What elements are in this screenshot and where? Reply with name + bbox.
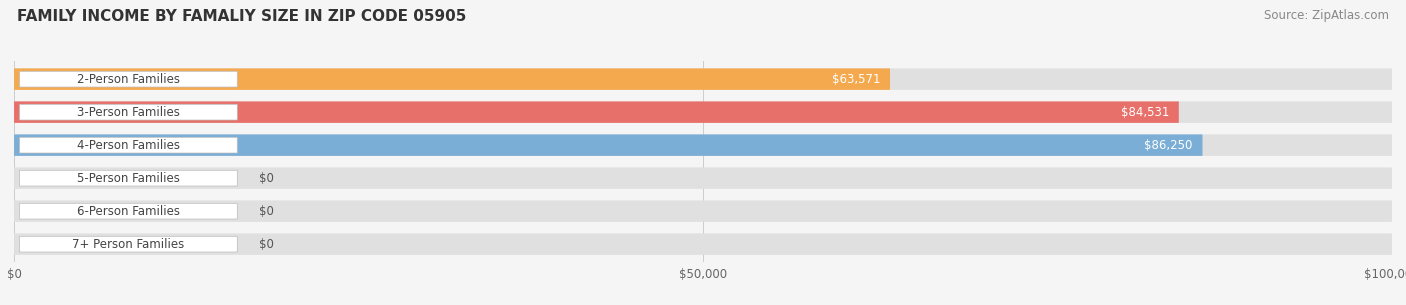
FancyBboxPatch shape	[14, 68, 1392, 90]
Text: $63,571: $63,571	[832, 73, 880, 86]
Text: FAMILY INCOME BY FAMALIY SIZE IN ZIP CODE 05905: FAMILY INCOME BY FAMALIY SIZE IN ZIP COD…	[17, 9, 467, 24]
FancyBboxPatch shape	[20, 137, 238, 153]
Text: 7+ Person Families: 7+ Person Families	[72, 238, 184, 251]
Text: 3-Person Families: 3-Person Families	[77, 106, 180, 119]
FancyBboxPatch shape	[14, 102, 1178, 123]
Text: 6-Person Families: 6-Person Families	[77, 205, 180, 218]
FancyBboxPatch shape	[14, 200, 1392, 222]
Text: $0: $0	[259, 238, 274, 251]
Text: 5-Person Families: 5-Person Families	[77, 172, 180, 185]
FancyBboxPatch shape	[20, 71, 238, 87]
Text: Source: ZipAtlas.com: Source: ZipAtlas.com	[1264, 9, 1389, 22]
FancyBboxPatch shape	[14, 135, 1392, 156]
Text: $0: $0	[259, 205, 274, 218]
FancyBboxPatch shape	[20, 203, 238, 219]
FancyBboxPatch shape	[14, 233, 1392, 255]
FancyBboxPatch shape	[20, 104, 238, 120]
FancyBboxPatch shape	[14, 135, 1202, 156]
Text: 4-Person Families: 4-Person Families	[77, 139, 180, 152]
FancyBboxPatch shape	[20, 170, 238, 186]
Text: 2-Person Families: 2-Person Families	[77, 73, 180, 86]
Text: $0: $0	[259, 172, 274, 185]
FancyBboxPatch shape	[14, 167, 1392, 189]
FancyBboxPatch shape	[14, 68, 890, 90]
Text: $84,531: $84,531	[1121, 106, 1170, 119]
FancyBboxPatch shape	[14, 102, 1392, 123]
FancyBboxPatch shape	[20, 236, 238, 252]
Text: $86,250: $86,250	[1144, 139, 1192, 152]
